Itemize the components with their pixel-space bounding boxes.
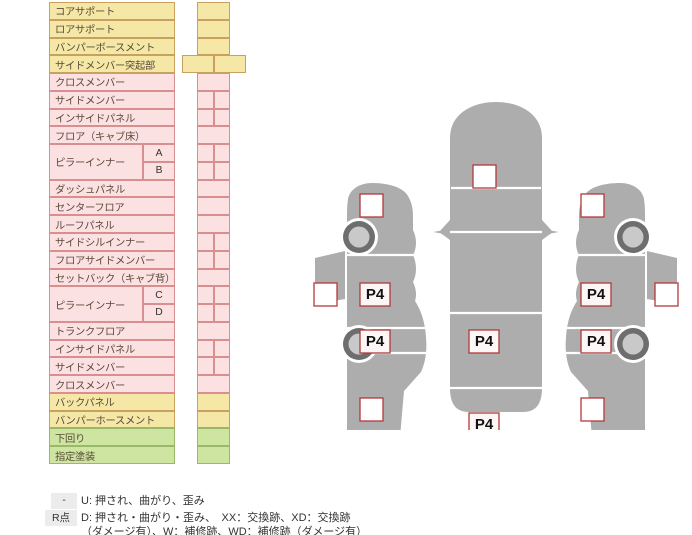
svg-text:P4: P4 (366, 333, 385, 350)
svg-text:P4: P4 (587, 333, 606, 350)
svg-text:P4: P4 (475, 416, 494, 430)
svg-text:P4: P4 (475, 333, 494, 350)
svg-text:P4: P4 (587, 286, 606, 303)
svg-text:P4: P4 (366, 286, 385, 303)
